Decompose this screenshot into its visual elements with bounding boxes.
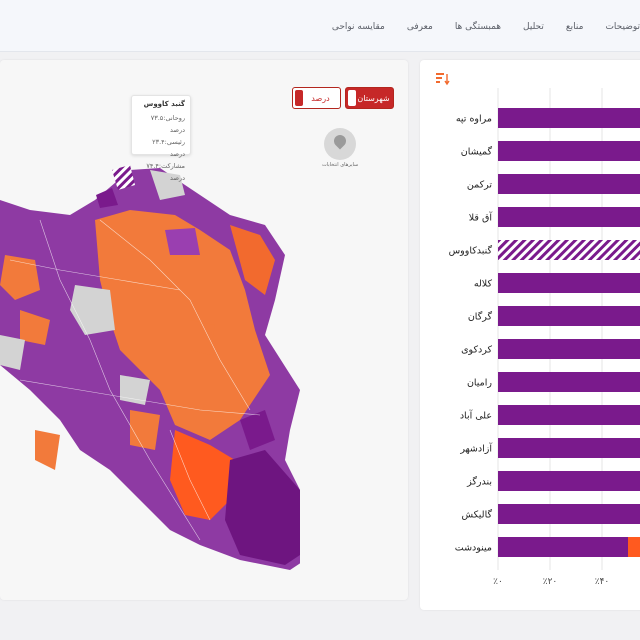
category-label: ترکمن xyxy=(467,180,492,191)
x-tick-label: ٪۲۰ xyxy=(543,577,558,587)
nav-intro[interactable]: معرفی xyxy=(406,22,433,32)
category-label: آق قلا xyxy=(469,211,493,224)
top-navbar: مقایسه نواحی معرفی همبستگی ها تحلیل مناب… xyxy=(0,0,640,52)
category-label: آزادشهر xyxy=(459,442,492,455)
region-grey[interactable] xyxy=(0,335,25,370)
tooltip-line: مشارکت:۷۴.۴ درصد xyxy=(146,162,185,182)
iran-map[interactable] xyxy=(0,160,300,580)
nav-notes[interactable]: توضیحات xyxy=(605,22,640,32)
region-orange[interactable] xyxy=(0,255,40,300)
category-label: گنبدکاووس xyxy=(449,245,493,257)
tooltip-title: گنبد کاووس xyxy=(143,100,185,108)
x-tick-label: ٪۴۰ xyxy=(595,577,610,587)
tooltip-line: روحانی:۷۳.۵ درصد xyxy=(150,114,185,134)
region-purple[interactable] xyxy=(165,228,200,255)
region-orange[interactable] xyxy=(190,320,215,355)
highlighted-county[interactable] xyxy=(112,165,135,190)
bar[interactable] xyxy=(498,438,640,458)
sort-icon[interactable] xyxy=(436,72,452,86)
main-nav: مقایسه نواحی معرفی همبستگی ها تحلیل مناب… xyxy=(310,22,640,32)
region-orange[interactable] xyxy=(95,210,270,440)
nav-compare[interactable]: مقایسه نواحی xyxy=(331,22,385,32)
bar[interactable] xyxy=(498,207,640,227)
category-label: کلاله xyxy=(474,279,493,290)
county-tooltip: گنبد کاووس روحانی:۷۳.۵ درصد رئیسی:۲۳.۴ د… xyxy=(131,95,191,182)
region-purple[interactable] xyxy=(96,188,118,208)
bar[interactable] xyxy=(498,108,640,128)
toggle-knob xyxy=(295,90,303,106)
region-grey[interactable] xyxy=(120,375,150,405)
tooltip-line: رئیسی:۲۳.۴ درصد xyxy=(152,138,185,158)
layers-label: سایرهای انتخابات xyxy=(322,162,359,168)
category-label: علی آباد xyxy=(460,409,492,422)
nav-correlation[interactable]: همبستگی ها xyxy=(454,22,502,32)
category-label: گالیکش xyxy=(461,509,492,521)
bar[interactable] xyxy=(498,504,640,524)
bar[interactable] xyxy=(498,240,640,260)
nav-analysis[interactable]: تحلیل xyxy=(523,22,544,32)
bar[interactable] xyxy=(498,372,640,392)
bar[interactable] xyxy=(498,306,640,326)
category-label: بندرگز xyxy=(466,476,492,488)
category-label: رامیان xyxy=(467,378,492,389)
category-label: مراوه تپه xyxy=(456,114,492,125)
nav-sources[interactable]: منابع xyxy=(565,22,584,32)
x-tick-label: ٪۰ xyxy=(493,577,503,587)
bar[interactable] xyxy=(498,405,640,425)
toggle-knob xyxy=(348,90,356,106)
bar[interactable] xyxy=(498,537,628,557)
region-orange[interactable] xyxy=(130,410,160,450)
county-borders xyxy=(9,219,261,541)
region-orange[interactable] xyxy=(230,225,275,295)
bar[interactable] xyxy=(498,471,640,491)
category-label: گمیشان xyxy=(461,146,493,158)
category-label: گرگان xyxy=(468,311,493,323)
region-orange[interactable] xyxy=(20,310,50,345)
bar[interactable] xyxy=(628,537,640,557)
region-grey[interactable] xyxy=(150,170,185,200)
layers-button[interactable]: سایرهای انتخابات xyxy=(322,128,358,170)
category-label: مینودشت xyxy=(455,543,492,554)
bar-chart: مراوه تپه گمیشان ترکمن آق قلا گنبدکاووس کلاله… xyxy=(449,88,640,587)
region-orange[interactable] xyxy=(35,430,60,470)
bar[interactable] xyxy=(498,174,640,194)
map-pin-icon xyxy=(324,128,356,160)
category-label: کردکوی xyxy=(461,345,492,356)
percent-toggle[interactable]: درصد xyxy=(292,87,341,109)
bar[interactable] xyxy=(498,141,640,161)
county-toggle[interactable]: شهرستان xyxy=(345,87,394,109)
percent-toggle-label: درصد xyxy=(311,93,330,103)
region-purple[interactable] xyxy=(225,450,300,565)
county-toggle-label: شهرستان xyxy=(357,93,390,103)
bar[interactable] xyxy=(498,273,640,293)
bar[interactable] xyxy=(498,339,640,359)
region-purple[interactable] xyxy=(240,410,275,450)
region-orange[interactable] xyxy=(170,430,235,520)
